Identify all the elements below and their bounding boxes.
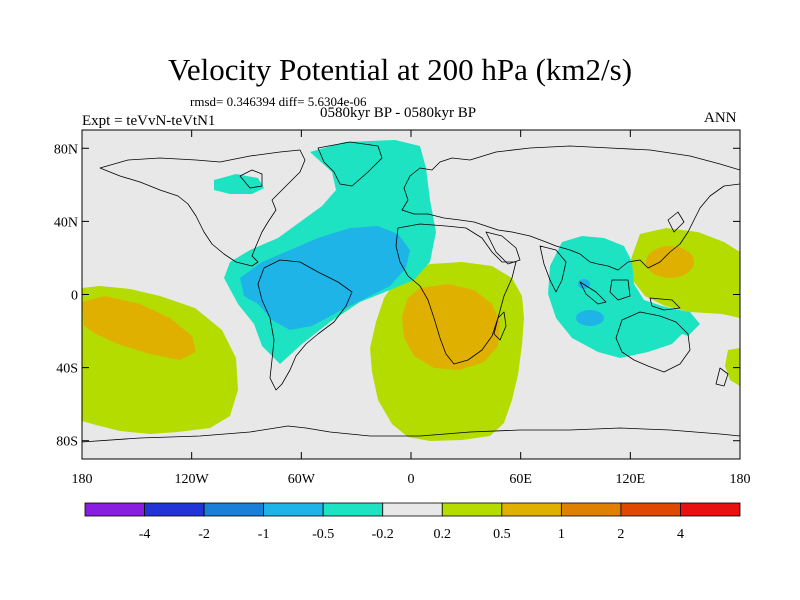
colorbar-swatch	[144, 502, 205, 517]
y-tick-label: 40S	[56, 362, 78, 377]
coastline-hudson-bay	[239, 169, 263, 189]
colorbar-swatch	[382, 502, 443, 517]
region-south-pacific-orange	[82, 296, 196, 360]
period-label: 0580kyr BP - 0580kyr BP	[320, 105, 477, 121]
coastlines	[82, 141, 740, 443]
colorbar-label: -1	[258, 527, 270, 542]
colorbar-label: 0.5	[493, 527, 511, 542]
x-tick-label: 60E	[509, 472, 532, 487]
x-tick-label: 180	[72, 472, 93, 487]
region-north-pacific-cyan	[214, 174, 264, 194]
season-label: ANN	[704, 110, 737, 126]
x-tick-label: 120E	[616, 472, 646, 487]
coastline-sumatra	[579, 281, 607, 305]
colorbar-swatch	[322, 502, 384, 517]
coastline-new-zealand	[715, 367, 729, 387]
region-indian-blue	[576, 310, 604, 326]
coastline-borneo	[609, 279, 631, 301]
colorbar-swatch	[203, 502, 265, 517]
colorbar: -4 -2 -1 -0.5 -0.2 0.2 0.5 1 2 4	[84, 502, 741, 542]
x-tick-label: 60W	[288, 472, 316, 487]
colorbar-swatch	[680, 502, 741, 517]
y-tick-label: 40N	[54, 215, 78, 230]
x-tick-label: 180	[730, 472, 751, 487]
coastline-madagascar	[493, 311, 507, 341]
experiment-label: Expt = teVvN-teVtN1	[82, 113, 216, 129]
colorbar-swatch	[441, 502, 503, 517]
colorbar-label: 2	[617, 527, 624, 542]
map-axes: 80N 40N 0 40S 80S 180 120W 60W 0 60E 120E 180	[54, 130, 751, 487]
coastline-new-guinea	[649, 297, 681, 311]
x-tick-label: 120W	[175, 472, 210, 487]
y-tick-label: 0	[71, 289, 78, 304]
colorbar-label: -2	[198, 527, 210, 542]
colorbar-swatch	[263, 502, 324, 517]
region-amazon-blue	[240, 226, 410, 330]
page-title: Velocity Potential at 200 hPa (km2/s)	[167, 52, 633, 87]
colorbar-label: 0.2	[434, 527, 452, 542]
region-philippines-orange	[646, 246, 694, 278]
coastline-india	[539, 245, 567, 293]
colorbar-label: -0.5	[312, 527, 334, 542]
colorbar-swatch	[501, 502, 562, 517]
coastline-south-america	[257, 259, 353, 391]
colorbar-swatch	[84, 502, 145, 517]
coastline-antarctica	[82, 425, 740, 443]
coastline-australia	[615, 311, 691, 373]
coastline-greenland	[317, 141, 383, 187]
map-plot-area	[82, 130, 740, 459]
region-east-edge-green	[725, 348, 740, 386]
colorbar-swatch	[620, 502, 681, 517]
y-tick-label: 80N	[54, 142, 78, 157]
colorbar-swatch	[560, 502, 622, 517]
coastline-north-america	[99, 149, 306, 267]
colorbar-label: -4	[139, 527, 151, 542]
coastline-africa	[395, 223, 517, 365]
colorbar-label: 1	[558, 527, 565, 542]
colorbar-label: 4	[677, 527, 684, 542]
region-indian-ocean-cyan	[548, 236, 690, 358]
region-africa-orange	[402, 284, 500, 370]
x-tick-label: 0	[408, 472, 415, 487]
colorbar-label: -0.2	[372, 527, 394, 542]
coastline-arabia	[485, 231, 521, 265]
coastline-eurasia	[401, 145, 740, 271]
coastline-japan	[667, 211, 685, 233]
strong-positive-regions	[82, 246, 694, 370]
region-maritime-cyan	[660, 306, 700, 336]
rmsd-diff-stats: rmsd= 0.346394 diff= 5.6304e-06	[190, 94, 367, 109]
y-tick-label: 80S	[56, 435, 78, 450]
